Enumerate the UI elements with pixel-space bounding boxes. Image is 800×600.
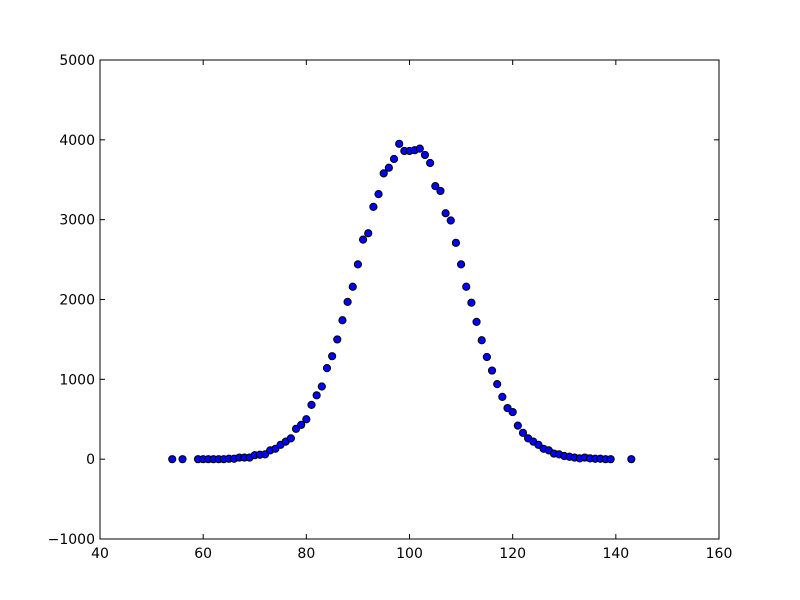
data-point — [441, 209, 450, 218]
x-tick-label: 60 — [194, 546, 212, 562]
data-point — [338, 316, 347, 325]
data-point — [333, 335, 342, 344]
data-point — [322, 364, 332, 373]
data-point — [493, 380, 502, 389]
data-point — [168, 455, 177, 464]
data-point — [374, 190, 383, 199]
data-point — [369, 202, 378, 211]
data-point — [302, 415, 311, 424]
x-tick-label: 140 — [602, 546, 629, 562]
data-point — [467, 298, 476, 307]
y-tick-label: 3000 — [59, 213, 95, 229]
axis-ticks: 40 60 80 100 120 140 160 −1000 0 1000 2000 3000 4000… — [48, 53, 733, 562]
data-point — [477, 336, 486, 345]
data-point — [472, 317, 481, 326]
y-tick-label: 2000 — [59, 293, 95, 309]
data-point — [420, 150, 430, 160]
data-point — [606, 455, 615, 464]
data-point — [312, 391, 321, 400]
data-point — [328, 352, 337, 361]
data-point — [508, 407, 517, 417]
data-point — [353, 260, 363, 269]
data-point — [384, 163, 393, 172]
data-point — [482, 352, 491, 362]
data-point — [436, 186, 445, 196]
data-point — [498, 392, 507, 401]
data-point — [426, 158, 435, 168]
y-tick-label: 0 — [86, 452, 95, 468]
data-point — [431, 182, 440, 191]
data-point — [446, 216, 455, 225]
data-points — [168, 139, 636, 464]
data-point — [379, 169, 388, 178]
data-point — [178, 455, 187, 464]
x-tick-label: 160 — [706, 546, 733, 562]
x-tick-label: 80 — [297, 546, 315, 562]
data-point — [456, 260, 466, 269]
data-point — [358, 235, 368, 244]
data-point — [462, 282, 471, 291]
y-tick-label: 5000 — [59, 53, 95, 69]
x-tick-label: 120 — [499, 546, 526, 562]
data-point — [513, 421, 522, 430]
data-point — [518, 428, 528, 437]
x-tick-label: 40 — [91, 546, 109, 562]
data-point — [364, 229, 373, 238]
y-tick-label: 1000 — [59, 372, 95, 388]
data-point — [415, 144, 424, 153]
data-point — [286, 434, 295, 443]
data-point — [343, 297, 352, 306]
data-point — [487, 366, 497, 375]
data-point — [395, 139, 404, 148]
data-point — [627, 455, 636, 464]
data-point — [297, 420, 306, 429]
data-point — [389, 154, 399, 164]
y-tick-label: 4000 — [59, 133, 95, 149]
x-tick-label: 100 — [396, 546, 423, 562]
y-tick-label: −1000 — [48, 532, 95, 548]
data-point — [317, 382, 326, 391]
data-point — [348, 282, 357, 291]
data-point — [307, 400, 316, 409]
data-point — [451, 238, 461, 247]
